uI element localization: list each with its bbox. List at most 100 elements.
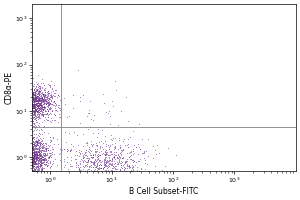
Point — [41, 81, 46, 84]
Point — [90, 165, 95, 169]
Point — [57, 113, 62, 116]
Point — [32, 133, 36, 136]
Point — [41, 145, 46, 148]
Point — [35, 158, 40, 161]
Point — [69, 147, 74, 150]
Point — [107, 162, 112, 165]
Point — [44, 154, 48, 157]
Point — [121, 149, 126, 152]
Point — [38, 96, 43, 99]
Point — [39, 148, 44, 151]
Point — [52, 101, 57, 105]
Point — [48, 160, 53, 163]
Point — [34, 82, 39, 85]
Point — [52, 119, 57, 122]
Point — [38, 104, 43, 107]
Point — [35, 100, 40, 103]
Point — [111, 148, 116, 151]
Point — [100, 145, 104, 148]
Point — [38, 105, 43, 108]
Point — [44, 101, 49, 105]
Point — [43, 159, 47, 162]
Point — [137, 169, 142, 172]
Point — [29, 151, 34, 155]
Point — [31, 158, 36, 162]
Point — [40, 145, 45, 148]
Point — [36, 100, 41, 103]
Point — [31, 156, 36, 159]
Point — [106, 158, 111, 162]
Point — [36, 93, 41, 96]
Point — [33, 101, 38, 104]
Point — [44, 94, 49, 98]
Point — [39, 104, 44, 107]
Point — [40, 167, 44, 170]
Point — [125, 164, 130, 167]
Point — [41, 108, 46, 111]
Point — [49, 152, 53, 155]
Point — [30, 102, 34, 106]
Point — [31, 103, 36, 106]
Point — [34, 141, 39, 144]
Point — [32, 161, 37, 164]
Point — [35, 144, 40, 147]
Point — [35, 109, 40, 112]
Point — [31, 163, 36, 166]
Point — [86, 127, 91, 130]
Point — [44, 113, 49, 116]
Point — [31, 92, 36, 95]
Point — [104, 163, 109, 166]
Point — [46, 154, 51, 157]
Point — [35, 153, 40, 156]
Point — [33, 155, 38, 158]
Point — [41, 159, 46, 162]
Point — [108, 144, 113, 147]
Point — [103, 156, 107, 159]
Point — [30, 90, 34, 93]
Point — [47, 143, 52, 146]
Point — [36, 113, 41, 116]
Point — [124, 163, 129, 166]
Point — [30, 117, 34, 120]
Point — [32, 115, 37, 118]
Point — [32, 150, 36, 153]
Point — [40, 144, 45, 147]
Point — [46, 103, 50, 106]
Point — [31, 146, 35, 149]
Point — [98, 164, 103, 167]
Point — [47, 107, 52, 110]
Point — [34, 86, 39, 89]
Point — [32, 149, 37, 152]
Point — [35, 151, 40, 154]
Point — [30, 97, 35, 100]
Point — [36, 95, 41, 98]
Point — [35, 160, 40, 164]
Point — [162, 165, 167, 168]
Point — [38, 108, 43, 111]
Point — [128, 157, 133, 161]
Point — [38, 143, 43, 147]
Point — [68, 162, 73, 165]
Point — [130, 168, 135, 172]
Point — [30, 109, 35, 112]
Point — [54, 103, 59, 106]
Point — [143, 167, 148, 170]
Point — [104, 160, 109, 163]
Point — [46, 93, 50, 96]
Point — [104, 166, 109, 169]
Point — [106, 160, 111, 163]
Point — [33, 95, 38, 99]
Point — [33, 152, 38, 155]
Point — [127, 156, 132, 159]
Point — [80, 151, 85, 155]
Point — [128, 150, 132, 154]
Point — [35, 128, 40, 131]
Point — [111, 153, 116, 156]
Point — [30, 115, 35, 118]
Point — [103, 165, 108, 168]
Point — [31, 119, 35, 123]
Point — [32, 158, 37, 161]
Point — [88, 149, 93, 153]
Point — [107, 150, 112, 153]
Point — [130, 150, 135, 153]
